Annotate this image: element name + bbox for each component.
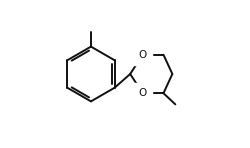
Text: O: O xyxy=(139,88,147,98)
Text: O: O xyxy=(139,50,147,60)
